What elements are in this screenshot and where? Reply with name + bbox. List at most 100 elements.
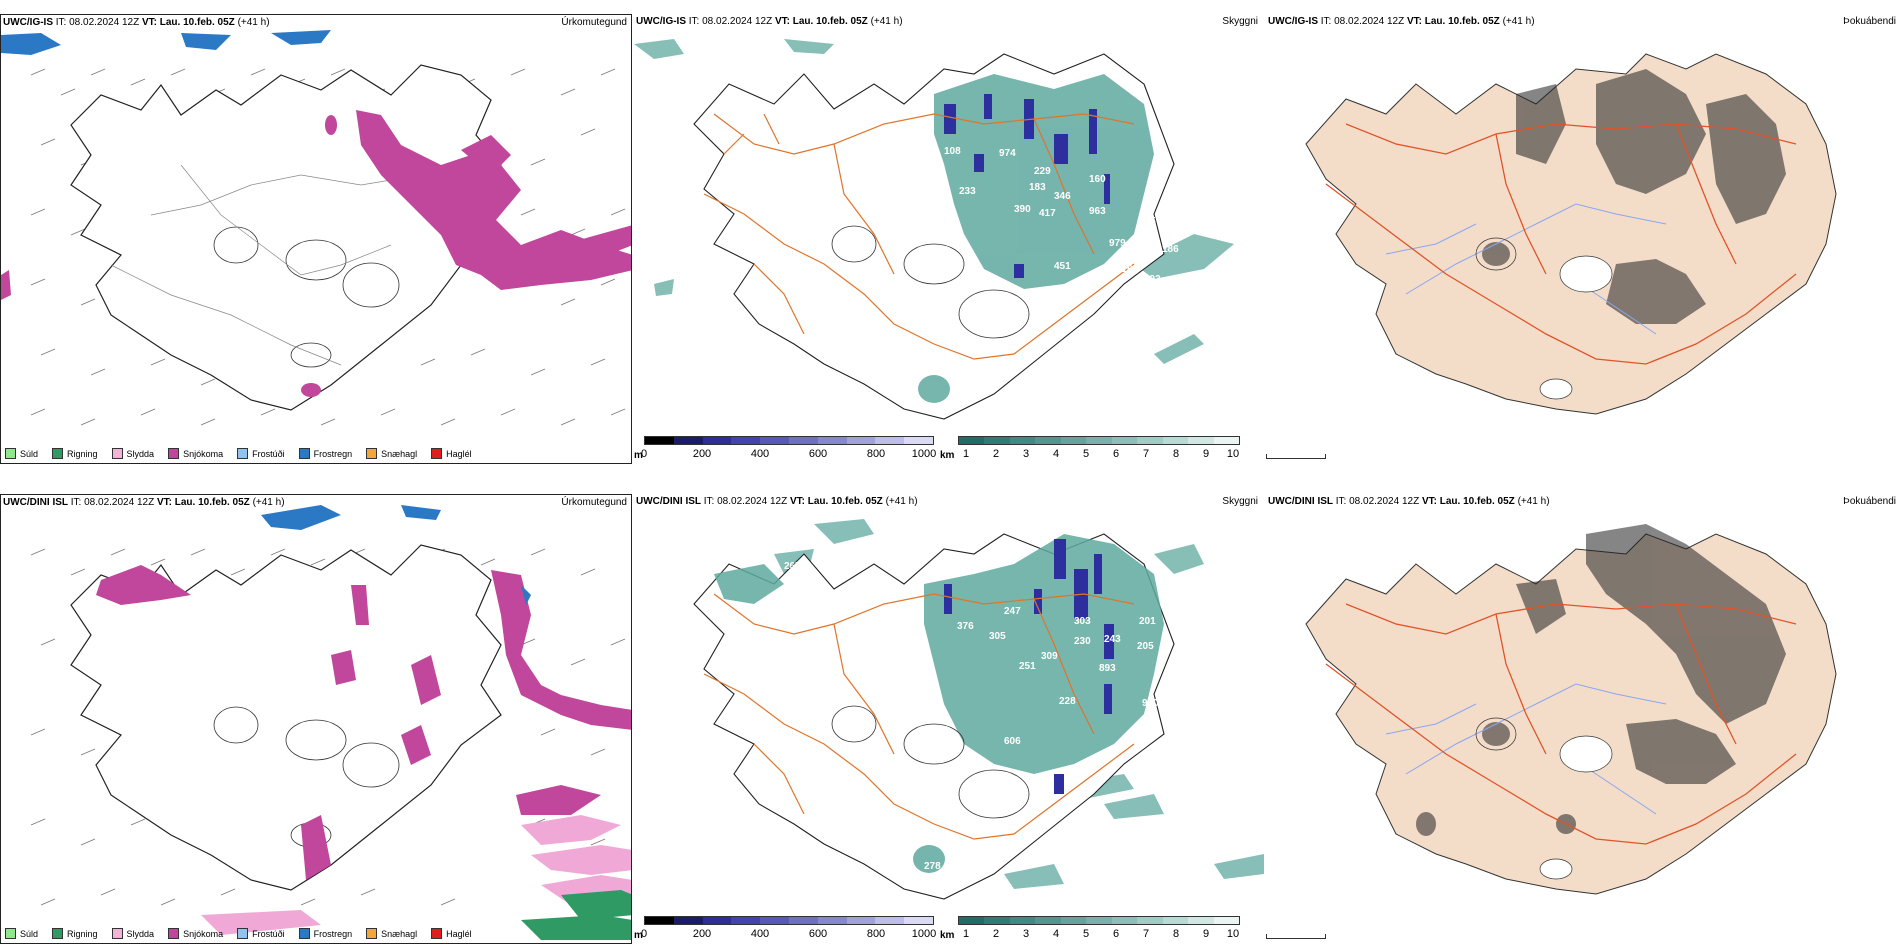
legend-item-freezing-rain: Frostregn <box>298 448 352 459</box>
precip-legend: Súld Rigning Slydda Snjókoma Frostúði Fr… <box>5 448 472 459</box>
colorbar-tick: 7 <box>1142 928 1150 940</box>
map-label: 160 <box>1089 174 1106 185</box>
precip-type-panel-bottom: UWC/DINI ISL IT: 08.02.2024 12Z VT: Lau.… <box>0 494 632 944</box>
colorbar-tick: 2 <box>992 928 1000 940</box>
variable-name: Úrkomutegund <box>561 17 627 28</box>
map-label: 230 <box>1074 636 1091 647</box>
freezing-rain-area <box>261 505 531 605</box>
colorbar-unit: m <box>634 930 643 941</box>
glaciers <box>1475 237 1613 400</box>
visibility-map: 267 168 376 305 247 303 230 893 243 201 … <box>693 519 1264 900</box>
map-label: 963 <box>1089 206 1106 217</box>
legend-item-rain: Rigning <box>52 448 98 459</box>
panel-title: UWC/IG-IS IT: 08.02.2024 12Z VT: Lau. 10… <box>636 16 903 27</box>
map-label: 205 <box>1137 641 1154 652</box>
legend-item-snow-pellets: Snæhagl <box>366 448 417 459</box>
road-network <box>703 113 1135 360</box>
colorbar-tick: 8 <box>1172 928 1180 940</box>
colorbar-tick: 3 <box>1022 928 1030 940</box>
legend-item-snow: Snjókoma <box>168 928 223 939</box>
variable-name: Skyggni <box>1222 496 1258 507</box>
variable-name: Úrkomutegund <box>561 497 627 508</box>
colorbar-unit: km <box>940 450 955 461</box>
roads <box>1325 603 1797 845</box>
colorbar-tick: 1000 <box>911 928 937 940</box>
colorbar-tick: 9 <box>1202 448 1210 460</box>
fog-indicator-panel-bottom: UWC/DINI ISL IT: 08.02.2024 12Z VT: Lau.… <box>1266 494 1900 934</box>
map-label: 974 <box>999 148 1016 159</box>
panel-title: UWC/DINI ISL IT: 08.02.2024 12Z VT: Lau.… <box>1268 496 1550 507</box>
glaciers <box>831 225 1030 339</box>
glaciers <box>213 706 400 848</box>
fog-shading <box>1482 69 1786 324</box>
colorbar-tick: 400 <box>750 928 770 940</box>
colorbar-tick: 2 <box>992 448 1000 460</box>
map-label: 168 <box>799 581 816 592</box>
map-label: 093 <box>1144 274 1161 285</box>
legend-item-drizzle: Súld <box>5 928 38 939</box>
precip-type-map <box>30 505 631 940</box>
map-label: 183 <box>1029 182 1046 193</box>
low-cloud-base <box>944 539 1114 794</box>
map-label: 228 <box>1059 696 1076 707</box>
panel-title: UWC/IG-IS IT: 08.02.2024 12Z VT: Lau. 10… <box>3 17 270 28</box>
colorbar-tick: 200 <box>692 928 712 940</box>
legend-item-freezing-drizzle: Frostúði <box>237 448 285 459</box>
colorbar-tick: 5 <box>1082 928 1090 940</box>
panel-title: UWC/DINI ISL IT: 08.02.2024 12Z VT: Lau.… <box>3 497 285 508</box>
fog-map <box>1305 53 1837 415</box>
legend-item-sleet: Slydda <box>111 928 154 939</box>
map-label: 267 <box>784 561 801 572</box>
colorbar-tick: 1 <box>962 928 970 940</box>
map-label: 309 <box>1041 651 1058 662</box>
map-label: 451 <box>1054 261 1071 272</box>
colorbar-tick: 600 <box>808 928 828 940</box>
colorbar-unit: km <box>940 930 955 941</box>
cloud-base-colorbar: m 0 200 400 600 800 1000 <box>634 916 937 944</box>
map-label: 243 <box>1104 634 1121 645</box>
low-visibility-area <box>918 74 1154 403</box>
map-label: 606 <box>1004 736 1021 747</box>
panel-title: UWC/IG-IS IT: 08.02.2024 12Z VT: Lau. 10… <box>1268 16 1535 27</box>
colorbar-tick: 0 <box>640 928 648 940</box>
map-label: 186 <box>1162 244 1179 255</box>
glaciers <box>831 705 1030 819</box>
map-label: 893 <box>1099 663 1116 674</box>
precip-type-map <box>1 30 631 426</box>
map-label: 417 <box>1039 208 1056 219</box>
colorbar-tick: 1000 <box>911 448 937 460</box>
colorbar-tick: 10 <box>1226 928 1240 940</box>
snow-area <box>1 110 631 397</box>
legend-item-hail: Haglél <box>431 928 472 939</box>
map-label: 233 <box>959 186 976 197</box>
colorbar-tick: 800 <box>866 448 886 460</box>
map-label: 793 <box>1161 281 1178 292</box>
variable-name: Þokuábendi <box>1843 496 1896 507</box>
map-label: 346 <box>1054 191 1071 202</box>
colorbar-tick: 4 <box>1052 928 1060 940</box>
map-label: 979 <box>1109 238 1126 249</box>
map-label: 376 <box>957 621 974 632</box>
panel-title: UWC/DINI ISL IT: 08.02.2024 12Z VT: Lau.… <box>636 496 918 507</box>
colorbar-tick: 1 <box>962 448 970 460</box>
variable-name: Skyggni <box>1222 16 1258 27</box>
legend-item-snow: Snjókoma <box>168 448 223 459</box>
legend-item-snow-pellets: Snæhagl <box>366 928 417 939</box>
roads <box>110 164 422 366</box>
map-label: 390 <box>1014 204 1031 215</box>
map-label: 108 <box>944 146 961 157</box>
visibility-colorbar: km 1 2 3 4 5 6 7 8 9 10 <box>940 916 1240 944</box>
glaciers <box>1475 717 1613 880</box>
cloud-base-labels: 974 233 229 183 346 160 390 417 963 979 … <box>944 146 1179 292</box>
colorbar-tick: 6 <box>1112 448 1120 460</box>
map-label: 278 <box>924 861 941 872</box>
legend-item-hail: Haglél <box>431 448 472 459</box>
legend-item-sleet: Slydda <box>111 448 154 459</box>
glaciers <box>213 226 400 368</box>
colorbar-tick: 8 <box>1172 448 1180 460</box>
cloud-base-colorbar: m 0 200 400 600 800 1000 <box>634 436 937 464</box>
colorbar-tick: 400 <box>750 448 770 460</box>
cloud-base-labels: 267 168 376 305 247 303 230 893 243 201 … <box>784 561 1159 872</box>
colorbar-tick: 800 <box>866 928 886 940</box>
low-cloud-base <box>944 94 1110 278</box>
